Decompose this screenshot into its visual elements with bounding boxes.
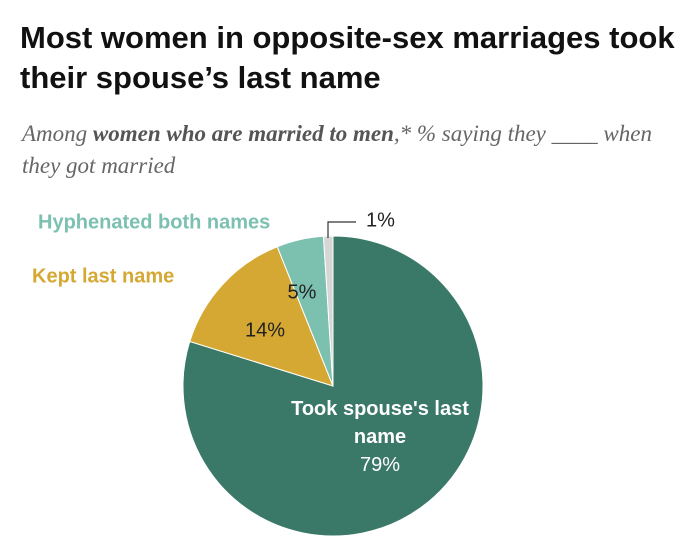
value-label: 5% — [288, 281, 317, 303]
subtitle-text: ,* % saying they ____ when they got marr… — [22, 121, 652, 178]
category-label: Kept last name — [32, 265, 174, 287]
subtitle-emphasis: women who are married to men — [92, 121, 394, 146]
leader-line — [327, 221, 356, 238]
pie-slice — [189, 246, 334, 387]
subtitle-text: Among — [22, 121, 93, 146]
chart-title: Most women in opposite-sex marriages too… — [20, 20, 675, 95]
category-label: Hyphenated both names — [38, 211, 270, 233]
value-label: 14% — [245, 319, 285, 341]
value-label: 79% — [359, 454, 401, 476]
category-label: Took spouse's last name — [291, 398, 469, 448]
slice-label-box: Took spouse's last name 79% — [290, 395, 470, 479]
chart-subtitle: Among women who are married to men,* % s… — [22, 118, 692, 182]
value-label: 1% — [366, 209, 395, 231]
